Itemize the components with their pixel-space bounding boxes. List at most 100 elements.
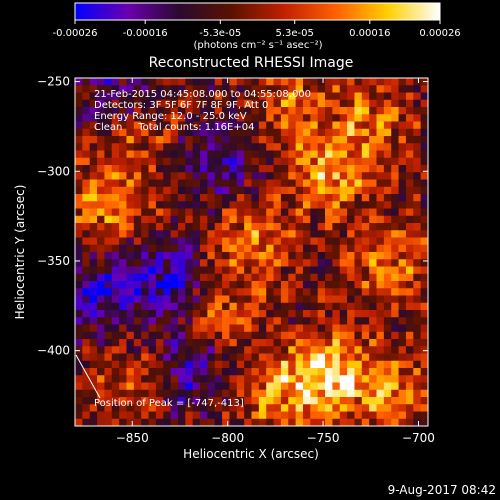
- heatmap-cell: [148, 418, 157, 426]
- heatmap-cell: [266, 339, 274, 347]
- heatmap-cell: [75, 324, 83, 333]
- heatmap-cell: [126, 368, 135, 376]
- heatmap-cell: [317, 99, 326, 108]
- heatmap-cell: [133, 172, 142, 180]
- heatmap-cell: [361, 237, 370, 246]
- heatmap-cell: [185, 121, 194, 130]
- heatmap-cell: [177, 353, 186, 362]
- heatmap-cell: [302, 114, 311, 122]
- heatmap-cell: [192, 411, 201, 420]
- heatmap-cell: [332, 165, 341, 173]
- heatmap-cell: [155, 107, 164, 115]
- heatmap-cell: [295, 223, 304, 231]
- heatmap-cell: [126, 295, 135, 304]
- heatmap-cell: [111, 223, 120, 231]
- heatmap-cell: [200, 252, 208, 260]
- heatmap-cell: [332, 136, 341, 144]
- heatmap-cell: [391, 186, 399, 195]
- heatmap-cell: [207, 288, 216, 296]
- heatmap-cell: [398, 223, 407, 231]
- heatmap-cell: [155, 143, 164, 151]
- heatmap-cell: [126, 201, 135, 209]
- heatmap-cell: [200, 237, 208, 246]
- heatmap-cell: [339, 143, 348, 151]
- heatmap-cell: [354, 208, 363, 217]
- heatmap-cell: [192, 244, 201, 253]
- heatmap-cell: [288, 295, 297, 304]
- heatmap-cell: [119, 317, 127, 325]
- heatmap-cell: [280, 165, 289, 173]
- heatmap-cell: [119, 78, 127, 86]
- heatmap-cell: [133, 339, 142, 347]
- heatmap-cell: [200, 397, 208, 405]
- heatmap-cell: [141, 244, 149, 253]
- heatmap-cell: [133, 346, 142, 354]
- heatmap-cell: [325, 150, 333, 159]
- heatmap-cell: [89, 288, 98, 296]
- heatmap-cell: [148, 382, 157, 391]
- heatmap-cell: [177, 295, 186, 304]
- heatmap-cell: [391, 136, 399, 144]
- heatmap-cell: [405, 172, 414, 180]
- heatmap-cell: [302, 128, 311, 137]
- heatmap-cell: [325, 194, 333, 202]
- heatmap-cell: [266, 78, 274, 86]
- heatmap-cell: [391, 244, 399, 253]
- heatmap-cell: [354, 418, 363, 426]
- heatmap-cell: [369, 237, 377, 246]
- heatmap-cell: [89, 368, 98, 376]
- heatmap-cell: [236, 143, 245, 151]
- heatmap-cell: [192, 107, 201, 115]
- heatmap-cell: [376, 368, 385, 376]
- heatmap-cell: [163, 136, 171, 144]
- heatmap-cell: [244, 186, 252, 195]
- heatmap-cell: [177, 85, 186, 93]
- heatmap-cell: [251, 397, 260, 405]
- heatmap-cell: [398, 266, 407, 275]
- heatmap-cell: [317, 85, 326, 93]
- heatmap-cell: [170, 136, 179, 144]
- heatmap-cell: [413, 317, 422, 325]
- heatmap-cell: [273, 317, 282, 325]
- heatmap-cell: [207, 346, 216, 354]
- heatmap-cell: [266, 281, 274, 289]
- heatmap-cell: [376, 418, 385, 426]
- heatmap-cell: [280, 128, 289, 137]
- heatmap-cell: [185, 317, 194, 325]
- heatmap-cell: [280, 324, 289, 333]
- heatmap-cell: [266, 295, 274, 304]
- heatmap-cell: [420, 310, 428, 318]
- heatmap-cell: [141, 259, 149, 267]
- heatmap-cell: [369, 107, 377, 115]
- heatmap-cell: [75, 150, 83, 159]
- heatmap-cell: [177, 92, 186, 101]
- heatmap-cell: [310, 252, 319, 260]
- heatmap-cell: [325, 288, 333, 296]
- heatmap-cell: [413, 136, 422, 144]
- heatmap-cell: [354, 85, 363, 93]
- heatmap-cell: [376, 230, 385, 238]
- heatmap-cell: [141, 418, 149, 426]
- heatmap-cell: [273, 266, 282, 275]
- heatmap-cell: [170, 114, 179, 122]
- heatmap-cell: [347, 353, 355, 362]
- heatmap-cell: [251, 252, 260, 260]
- info-annotations: 21-Feb-2015 04:45:08.000 to 04:55:08.000…: [94, 89, 311, 133]
- heatmap-cell: [280, 368, 289, 376]
- heatmap-cell: [229, 266, 238, 275]
- heatmap-cell: [200, 346, 208, 354]
- heatmap-cell: [200, 107, 208, 115]
- heatmap-cell: [104, 281, 113, 289]
- heatmap-cell: [295, 266, 304, 275]
- heatmap-cell: [376, 237, 385, 246]
- heatmap-cell: [295, 215, 304, 224]
- heatmap-cell: [258, 186, 267, 195]
- heatmap-cell: [192, 310, 201, 318]
- heatmap-cell: [82, 273, 91, 282]
- heatmap-cell: [302, 360, 311, 369]
- heatmap-cell: [383, 389, 392, 398]
- heatmap-cell: [141, 382, 149, 391]
- heatmap-cell: [89, 404, 98, 412]
- heatmap-cell: [82, 208, 91, 217]
- heatmap-cell: [420, 324, 428, 333]
